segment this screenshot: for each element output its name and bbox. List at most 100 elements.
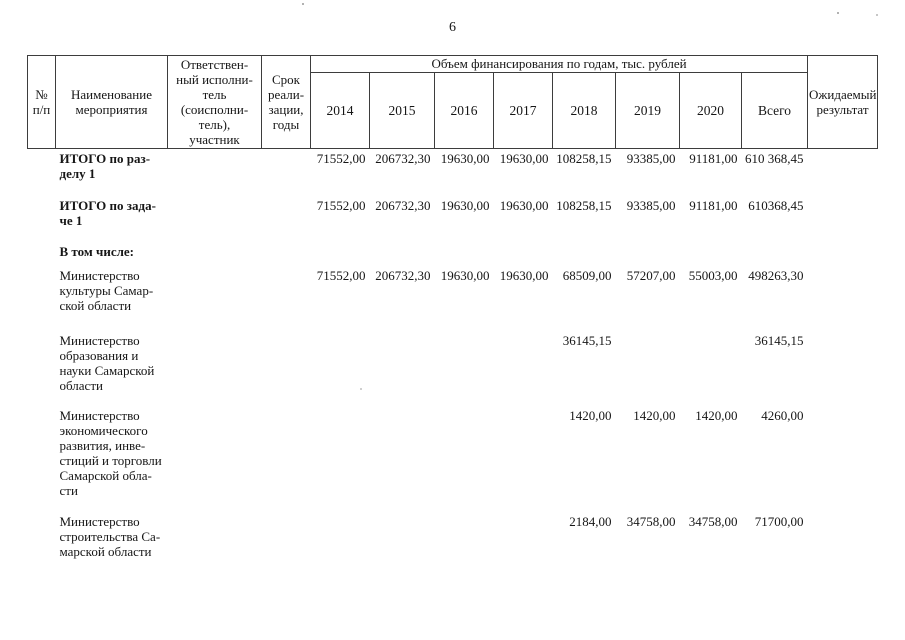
value-cell: 36145,15 — [754, 333, 804, 348]
scan-speck — [837, 12, 839, 14]
row-name: Министерство строительства Са- марской о… — [59, 514, 161, 559]
table-row: ИТОГО по раз- делу 1 71552,00 206732,30 … — [28, 149, 878, 199]
value-cell: 71552,00 — [316, 268, 366, 283]
value-cell: 206732,30 — [375, 268, 431, 283]
table-header: № п/п Наименование мероприятия Ответстве… — [27, 54, 878, 149]
table-row: В том числе: — [28, 244, 878, 268]
value-cell — [311, 408, 370, 514]
value-cell: 71552,00 — [316, 198, 366, 213]
empty-cell — [808, 333, 878, 408]
empty-cell — [28, 408, 56, 514]
value-cell: 93385,00 — [626, 198, 676, 213]
value-cell: 55003,00 — [688, 268, 738, 283]
financing-table: № п/п Наименование мероприятия Ответстве… — [27, 54, 878, 563]
empty-cell — [808, 408, 878, 514]
empty-cell — [168, 198, 262, 244]
value-cell: 71552,00 — [316, 151, 366, 166]
empty-cell — [28, 149, 56, 199]
value-cell — [680, 244, 742, 268]
empty-cell — [262, 149, 311, 199]
empty-cell — [808, 268, 878, 333]
header-cell-result: Ожидаемый результат — [807, 55, 878, 149]
scan-speck — [360, 388, 362, 390]
value-cell — [616, 333, 680, 408]
empty-cell — [168, 514, 262, 563]
value-cell — [370, 244, 435, 268]
empty-cell — [808, 149, 878, 199]
value-cell: 610368,45 — [748, 198, 804, 213]
empty-cell — [808, 198, 878, 244]
table-row: Министерство культуры Самар- ской област… — [28, 268, 878, 333]
value-cell — [435, 514, 494, 563]
value-cell — [494, 244, 553, 268]
empty-cell — [262, 198, 311, 244]
empty-cell — [168, 408, 262, 514]
empty-cell — [808, 244, 878, 268]
value-cell: 498263,30 — [748, 268, 804, 283]
value-cell: 19630,00 — [499, 198, 549, 213]
row-name: Министерство культуры Самар- ской област… — [59, 268, 154, 313]
table-row: Министерство экономического развития, ин… — [28, 408, 878, 514]
value-cell — [680, 333, 742, 408]
empty-cell — [262, 333, 311, 408]
value-cell — [311, 514, 370, 563]
empty-cell — [168, 149, 262, 199]
empty-cell — [808, 514, 878, 563]
header-year-2017: 2017 — [493, 72, 553, 149]
value-cell — [494, 408, 553, 514]
value-cell — [553, 244, 616, 268]
empty-cell — [28, 514, 56, 563]
value-cell: 34758,00 — [688, 514, 738, 529]
empty-cell — [28, 244, 56, 268]
value-cell — [370, 514, 435, 563]
value-cell: 68509,00 — [562, 268, 612, 283]
empty-cell — [168, 333, 262, 408]
header-year-total: Всего — [741, 72, 808, 149]
value-cell: 1420,00 — [569, 408, 612, 423]
table-row: Министерство строительства Са- марской о… — [28, 514, 878, 563]
header-year-2015: 2015 — [369, 72, 435, 149]
value-cell: 108258,15 — [556, 151, 612, 166]
header-year-2016: 2016 — [434, 72, 494, 149]
header-cell-executor: Ответствен- ный исполни- тель (соисполни… — [167, 55, 262, 149]
value-cell — [311, 333, 370, 408]
value-cell: 19630,00 — [499, 151, 549, 166]
value-cell: 206732,30 — [375, 151, 431, 166]
row-name: Министерство экономического развития, ин… — [59, 408, 162, 498]
value-cell: 19630,00 — [440, 198, 490, 213]
empty-cell — [168, 268, 262, 333]
table-row: Министерство образования и науки Самарск… — [28, 333, 878, 408]
scan-speck — [876, 14, 878, 16]
value-cell: 1420,00 — [695, 408, 738, 423]
header-year-2019: 2019 — [615, 72, 680, 149]
row-name: Министерство образования и науки Самарск… — [59, 333, 155, 393]
value-cell: 19630,00 — [440, 151, 490, 166]
empty-cell — [262, 268, 311, 333]
empty-cell — [262, 244, 311, 268]
empty-cell — [262, 408, 311, 514]
header-year-2014: 2014 — [310, 72, 370, 149]
value-cell: 1420,00 — [633, 408, 676, 423]
value-cell: 4260,00 — [761, 408, 804, 423]
value-cell — [435, 408, 494, 514]
header-cell-num: № п/п — [27, 55, 56, 149]
value-cell — [742, 244, 808, 268]
empty-cell — [28, 333, 56, 408]
value-cell: 19630,00 — [440, 268, 490, 283]
value-cell: 91181,00 — [689, 151, 738, 166]
header-year-2018: 2018 — [552, 72, 616, 149]
row-name: ИТОГО по зада- че 1 — [59, 198, 156, 228]
value-cell: 91181,00 — [689, 198, 738, 213]
value-cell — [494, 514, 553, 563]
value-cell — [494, 333, 553, 408]
scan-speck — [302, 3, 304, 5]
value-cell: 2184,00 — [569, 514, 612, 529]
value-cell: 206732,30 — [375, 198, 431, 213]
value-cell — [311, 244, 370, 268]
header-cell-name: Наименование мероприятия — [55, 55, 168, 149]
value-cell: 19630,00 — [499, 268, 549, 283]
value-cell: 34758,00 — [626, 514, 676, 529]
value-cell — [435, 333, 494, 408]
empty-cell — [28, 198, 56, 244]
